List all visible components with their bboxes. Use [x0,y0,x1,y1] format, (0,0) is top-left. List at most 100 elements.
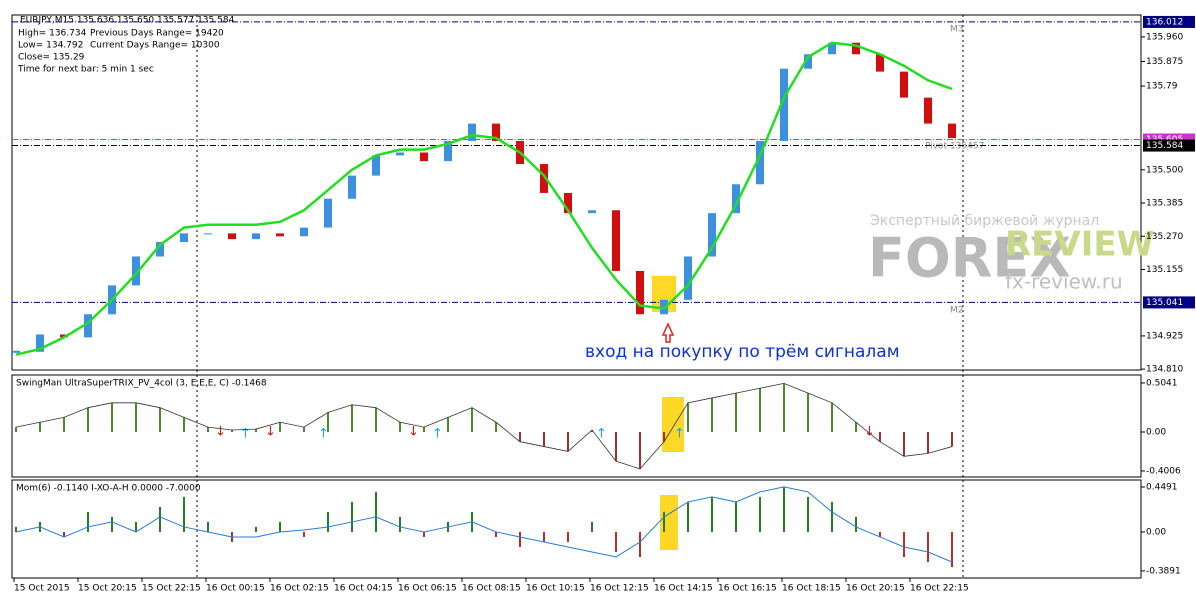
x-tick-label: 16 Oct 08:15 [462,584,521,594]
candle [924,97,932,124]
panel-frame [11,14,1142,371]
candle [396,152,404,156]
level-name: M2 [950,306,964,316]
y-tick-label: 0.4491 [1146,482,1178,492]
level-name: M3 [950,25,964,35]
y-tick-label: 135.500 [1146,165,1183,175]
signal-arrow: ↑ [674,427,685,442]
candle [684,256,692,300]
candle [132,256,140,286]
candle [780,68,788,141]
panel-frame [11,374,1142,478]
signal-arrow: ↓ [265,425,276,440]
x-tick-label: 16 Oct 14:15 [654,584,713,594]
candle [948,123,956,139]
candle [900,71,908,98]
signal-arrow: ↑ [318,427,329,442]
info: Close= 135.29 [18,53,85,63]
candle [180,233,188,243]
info: Low= 134.792 [18,41,83,51]
candle [36,334,44,352]
y-tick-label: 134.810 [1146,365,1183,375]
info: Current Days Range= 10300 [90,41,220,51]
y-tick-label: 0.00 [1146,427,1166,437]
highlight [662,397,684,452]
panel-title: Mom(6) -0.1140 I-XO-A-H 0.0000 -7.0000 [16,484,201,494]
y-tick-label: 0.5041 [1146,378,1178,388]
highlight [660,495,678,550]
level-label-bg [1143,139,1195,152]
candle [492,123,500,141]
candle [588,210,596,214]
x-tick-label: 15 Oct 20:15 [78,584,137,594]
x-tick-label: 16 Oct 18:15 [782,584,841,594]
signal-arrow: ↑ [432,427,443,442]
candle [348,175,356,199]
candle [708,213,716,257]
x-tick-label: 16 Oct 02:15 [270,584,329,594]
indicator-line [15,486,953,563]
watermark-subtitle: Экспертный биржевой журнал [870,213,1099,229]
candle [804,54,812,69]
candle [828,42,836,55]
candle [444,140,452,162]
x-tick-label: 16 Oct 22:15 [910,584,969,594]
level-label: 135.041 [1146,298,1183,308]
level-label-bg [1143,296,1195,309]
candle [540,164,548,193]
signal-arrow: ↓ [864,425,875,440]
x-tick-label: 16 Oct 16:15 [718,584,777,594]
candle [732,184,740,214]
candle [756,140,764,185]
signal-arrow: ↑ [240,427,251,442]
signal-arrow: ↓ [408,425,419,440]
annotation: вход на покупку по трём сигналам [585,342,900,362]
chart-title: EURJPY,M15 135.636 135.650 135.577 135.5… [20,16,235,26]
panel-title: SwingMan UltraSuperTRIX_PV_4col (3, E,E,… [16,379,267,389]
x-tick-label: 16 Oct 06:15 [398,584,457,594]
y-tick-label: 134.925 [1146,331,1183,341]
candle [84,314,92,338]
signal-arrow: ↓ [215,425,226,440]
info: High= 136.734 [18,29,87,39]
y-tick-label: -0.3891 [1146,566,1181,576]
candle [876,54,884,72]
x-tick-label: 16 Oct 00:15 [206,584,265,594]
watermark-brand: REVIEW [1005,225,1154,265]
panel-frame [11,479,1142,579]
level-label: 135.584 [1146,141,1183,151]
y-tick-label: 135.270 [1146,232,1183,242]
moving-average [15,41,953,356]
level-name: Pivot 135457 [925,142,984,152]
x-tick-label: 15 Oct 22:15 [142,584,201,594]
candle [252,233,260,240]
y-tick-label: 135.155 [1146,265,1183,275]
level-label-bg [1143,15,1195,28]
level-label: 136.012 [1146,17,1183,27]
signals: ↓ ↑ ↓ ↑ ↓ ↑ ↑ ↑ ↓ [215,425,875,442]
candle [420,152,428,162]
candle [276,233,284,237]
candle [852,42,860,55]
watermark-brand: FOREX [868,227,1071,290]
y-tick-label: 135.960 [1146,32,1183,42]
candle [372,155,380,176]
y-tick-label: 135.385 [1146,199,1183,209]
plot-layer [12,21,1141,567]
candle [324,198,332,228]
x-tick-label: 16 Oct 10:15 [526,584,585,594]
candle [12,350,20,353]
y-tick-label: 0.00 [1146,527,1166,537]
x-tick-label: 16 Oct 20:15 [846,584,905,594]
frames [11,14,1142,579]
entry-arrow [661,322,675,343]
candle [612,210,620,271]
info: Time for next bar: 5 min 1 sec [17,65,154,75]
y-tick-label: 135.875 [1146,57,1183,67]
watermark-site: fx-review.ru [1005,270,1123,294]
x-tick-label: 15 Oct 2015 [14,584,70,594]
candle [204,233,212,235]
candle [564,192,572,214]
